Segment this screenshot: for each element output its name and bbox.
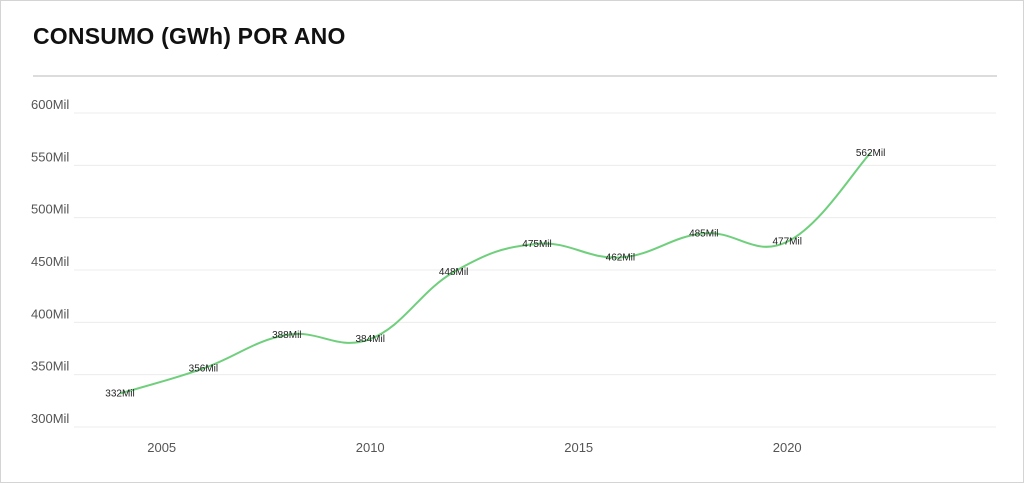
data-label: 448Mil	[439, 267, 468, 278]
y-tick-label: 400Mil	[31, 306, 69, 321]
y-axis-ticks: 300Mil 350Mil 400Mil 450Mil 500Mil 550Mil 600M…	[31, 97, 69, 426]
x-tick-label: 2005	[147, 440, 176, 455]
grid-layer	[74, 112, 996, 428]
y-tick-label: 450Mil	[31, 254, 69, 269]
data-label: 332Mil	[105, 389, 134, 400]
series-line	[119, 152, 872, 395]
chart-title: CONSUMO (GWh) POR ANO	[33, 23, 346, 49]
data-labels: 332Mil 356Mil 388Mil 384Mil 448Mil 475Mil 462M…	[105, 148, 885, 400]
y-tick-label: 550Mil	[31, 149, 69, 164]
data-label: 485Mil	[689, 228, 718, 239]
data-label: 388Mil	[272, 330, 301, 341]
y-tick-label: 300Mil	[31, 411, 69, 426]
y-tick-label: 600Mil	[31, 97, 69, 112]
title-divider	[33, 75, 997, 77]
data-label: 477Mil	[772, 237, 801, 248]
data-label: 356Mil	[189, 363, 218, 374]
data-label: 562Mil	[856, 148, 885, 159]
y-tick-label: 350Mil	[31, 359, 69, 374]
data-label: 384Mil	[355, 334, 384, 345]
x-tick-label: 2010	[356, 440, 385, 455]
data-label: 475Mil	[522, 239, 551, 250]
x-tick-label: 2020	[773, 440, 802, 455]
y-tick-label: 500Mil	[31, 202, 69, 217]
data-label: 462Mil	[606, 252, 635, 263]
x-axis-ticks: 2005 2010 2015 2020	[147, 440, 801, 455]
x-tick-label: 2015	[564, 440, 593, 455]
